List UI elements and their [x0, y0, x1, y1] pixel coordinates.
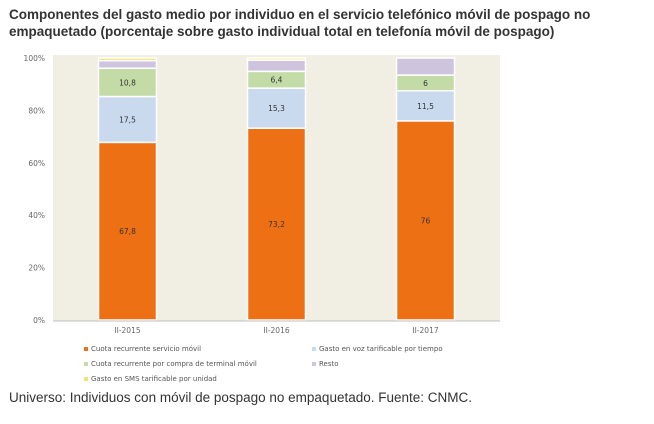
y-tick-label: 0% [33, 316, 45, 325]
data-label: 73,2 [268, 220, 285, 229]
bar-segment [395, 57, 456, 76]
legend-swatch [84, 377, 88, 381]
x-tick-label: II-2016 [263, 326, 289, 335]
data-label: 67,8 [119, 227, 136, 236]
y-tick-label: 60% [28, 159, 45, 168]
legend-swatch [312, 362, 316, 366]
bar-segment [246, 57, 307, 61]
bar-segment [395, 120, 456, 321]
source-caption: Universo: Individuos con móvil de pospag… [9, 390, 473, 405]
bar-segment [97, 67, 158, 98]
y-tick-label: 100% [24, 54, 45, 63]
x-axis: II-2015 II-2016 II-2017 [53, 320, 500, 335]
legend: Cuota recurrente servicio móvil Gasto en … [84, 345, 443, 383]
legend-swatch [312, 347, 316, 351]
legend-swatch [84, 347, 88, 351]
bars-group: 67,8 17,5 10,8 73,2 15,3 6,4 76 11,5 6 [97, 57, 456, 321]
data-label: 6,4 [271, 76, 283, 85]
x-tick-label: II-2017 [412, 326, 438, 335]
bar-segment [395, 90, 456, 122]
y-tick-label: 20% [28, 264, 45, 273]
data-label: 6 [423, 79, 428, 88]
legend-label: Cuota recurrente servicio móvil [91, 345, 201, 353]
bar-segment [97, 57, 158, 62]
y-tick-label: 40% [28, 211, 45, 220]
legend-label: Gasto en SMS tarificable por unidad [91, 375, 217, 383]
bar-segment [246, 87, 307, 129]
y-tick-label: 80% [28, 106, 45, 115]
data-label: 11,5 [417, 102, 434, 111]
legend-label: Resto [319, 360, 339, 368]
bar-segment [97, 59, 158, 69]
bar-segment [246, 127, 307, 321]
data-label: 17,5 [119, 115, 136, 124]
bar-segment [97, 95, 158, 144]
legend-swatch [84, 362, 88, 366]
legend-label: Gasto en voz tarificable por tiempo [319, 345, 443, 353]
bar-segment [246, 59, 307, 73]
y-axis: 0% 20% 40% 60% 80% 100% [24, 54, 45, 325]
chart-title: Componentes del gasto medio por individu… [9, 7, 591, 39]
x-tick-label: II-2015 [114, 326, 140, 335]
data-label: 15,3 [268, 104, 285, 113]
data-label: 10,8 [119, 78, 136, 87]
legend-label: Cuota recurrente por compra de terminal … [91, 360, 257, 368]
data-label: 76 [421, 216, 431, 225]
